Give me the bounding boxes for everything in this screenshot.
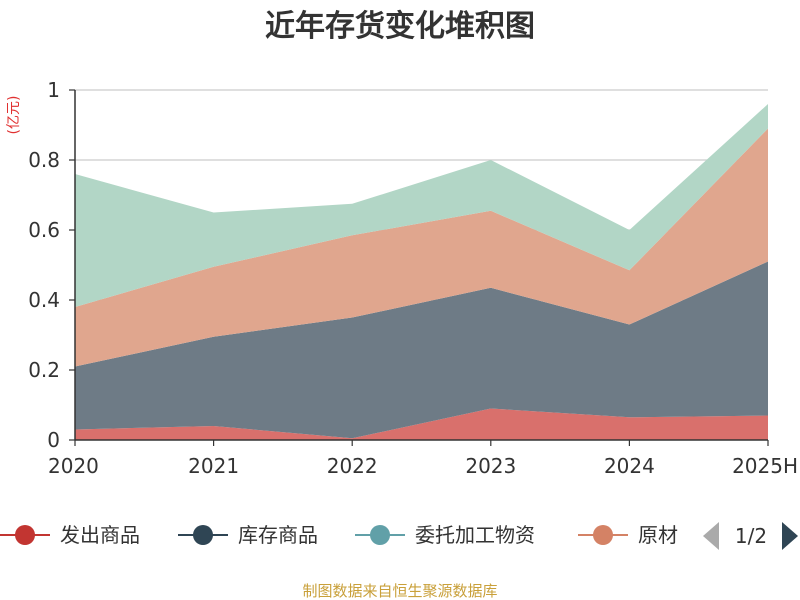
- chart-title: 近年存货变化堆积图: [265, 9, 535, 44]
- legend-label: 发出商品: [60, 523, 140, 547]
- y-axis-label: (亿元): [6, 96, 22, 135]
- legend-prev-arrow-icon[interactable]: [703, 522, 719, 550]
- legend-circle-marker: [15, 525, 35, 545]
- legend: 发出商品 库存商品 委托加工物资 原材: [0, 523, 678, 547]
- x-tick-label: 2024: [604, 454, 655, 478]
- legend-circle-marker: [193, 525, 213, 545]
- data-source: 制图数据来自恒生聚源数据库: [302, 582, 497, 600]
- x-tick-label: 2020: [48, 454, 99, 478]
- legend-item[interactable]: 委托加工物资: [355, 523, 535, 547]
- legend-circle-marker: [370, 525, 390, 545]
- legend-pager: 1/2: [703, 522, 798, 550]
- legend-items: 发出商品 库存商品 委托加工物资 原材: [0, 523, 678, 547]
- legend-item[interactable]: 原材: [578, 523, 678, 547]
- y-tick-label: 0.2: [28, 358, 60, 382]
- axes: [74, 90, 768, 441]
- y-tick-label: 0.6: [28, 218, 60, 242]
- area-series-2: [75, 128, 768, 367]
- y-tick-label: 0.8: [28, 148, 60, 172]
- area-series-0: [75, 408, 768, 440]
- x-tick-label: 2023: [465, 454, 516, 478]
- x-tick-label: 2021: [188, 454, 239, 478]
- y-ticks: 0 0.2 0.4 0.6 0.8 1: [28, 78, 75, 452]
- legend-next-arrow-icon[interactable]: [782, 522, 798, 550]
- stacked-areas: [75, 104, 768, 440]
- y-tick-label: 0: [47, 428, 60, 452]
- area-series-3: [75, 104, 768, 307]
- x-ticks: 2020 2021 2022 2023 2024 2025H: [48, 440, 798, 478]
- y-tick-label: 1: [47, 78, 60, 102]
- legend-item[interactable]: 发出商品: [0, 523, 140, 547]
- legend-item[interactable]: 库存商品: [178, 523, 318, 547]
- legend-page-indicator: 1/2: [735, 524, 767, 548]
- area-series-1: [75, 261, 768, 439]
- legend-circle-marker: [593, 525, 613, 545]
- legend-label: 原材: [638, 523, 678, 547]
- legend-label: 库存商品: [238, 523, 318, 547]
- y-tick-label: 0.4: [28, 288, 60, 312]
- legend-label: 委托加工物资: [415, 523, 535, 547]
- x-tick-label: 2025H: [732, 454, 798, 478]
- x-tick-label: 2022: [327, 454, 378, 478]
